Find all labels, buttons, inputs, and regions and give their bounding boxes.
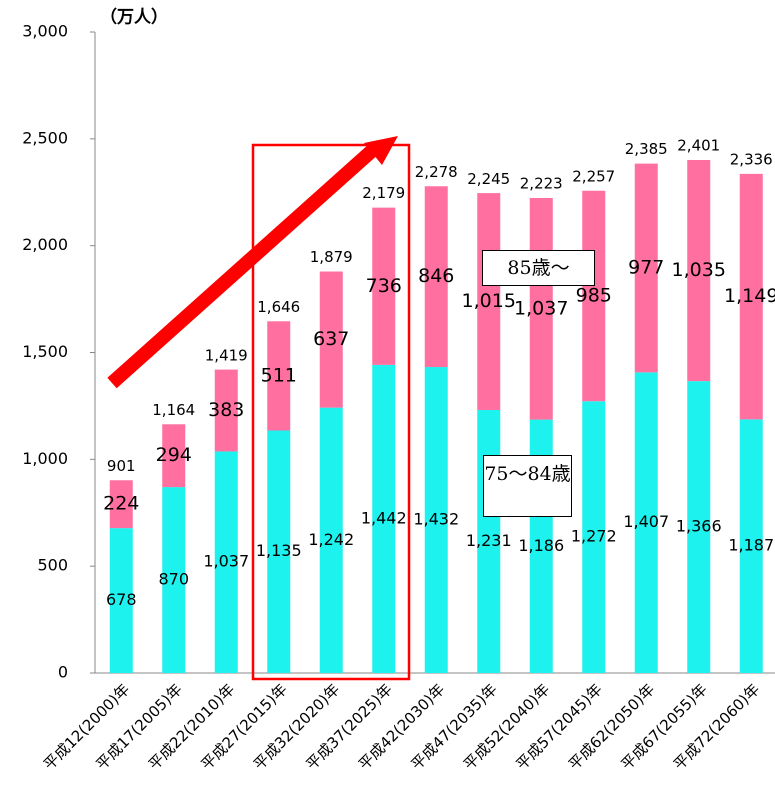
- total-label: 1,419: [205, 346, 248, 364]
- y-tick-label: 500: [37, 556, 68, 575]
- total-label: 2,401: [677, 136, 720, 154]
- y-tick-label: 1,000: [22, 449, 68, 468]
- bar-segment: [739, 419, 763, 673]
- value-label: 1,035: [672, 259, 726, 281]
- total-label: 2,245: [467, 170, 510, 188]
- value-label: 1,186: [518, 536, 564, 555]
- y-tick-label: 2,000: [22, 235, 68, 254]
- bar-segment: [267, 321, 291, 431]
- value-label: 1,366: [676, 517, 722, 536]
- total-label: 1,879: [310, 248, 353, 266]
- unit-label: （万人）: [100, 7, 168, 28]
- y-tick-label: 2,500: [22, 128, 68, 147]
- value-label: 637: [313, 328, 349, 350]
- value-label: 1,037: [203, 552, 249, 571]
- value-label: 1,135: [256, 541, 302, 560]
- total-label: 2,336: [730, 150, 773, 168]
- bar-segment: [634, 163, 658, 373]
- value-label: 224: [103, 493, 139, 515]
- bar-segment: [109, 480, 133, 529]
- value-label: 977: [628, 256, 664, 278]
- bar-segment: [162, 487, 186, 673]
- value-label: 1,231: [466, 531, 512, 550]
- bar-segment: [582, 401, 606, 673]
- value-label: 294: [156, 444, 192, 466]
- value-label: 870: [158, 570, 189, 589]
- total-label: 2,278: [415, 163, 458, 181]
- bar-segment: [687, 381, 711, 673]
- total-label: 2,257: [572, 167, 615, 185]
- bar-segment: [319, 407, 343, 673]
- bar-segment: [424, 186, 448, 368]
- y-tick-label: 0: [58, 663, 68, 682]
- value-label: 985: [576, 284, 612, 306]
- bar-segment: [739, 173, 763, 420]
- trend-arrow: [107, 142, 380, 389]
- value-label: 678: [106, 590, 137, 609]
- bar-segment: [109, 528, 133, 673]
- value-label: 1,187: [728, 536, 774, 555]
- y-tick-label: 3,000: [22, 22, 68, 41]
- bar-segment: [477, 193, 501, 410]
- bar-segment: [424, 367, 448, 673]
- total-label: 2,385: [625, 140, 668, 158]
- bar-segment: [687, 159, 711, 382]
- bar-segment: [582, 190, 606, 402]
- bar-segment: [267, 430, 291, 673]
- bar-segment: [319, 271, 343, 408]
- bar-segment: [372, 364, 396, 673]
- bar-segment: [162, 424, 186, 488]
- value-label: 383: [208, 399, 244, 421]
- arrow-head: [364, 136, 398, 165]
- total-label: 2,223: [520, 175, 563, 193]
- value-label: 1,037: [514, 297, 568, 319]
- legend-75: 75〜84歳: [483, 455, 572, 517]
- value-label: 1,015: [462, 290, 516, 312]
- total-label: 1,646: [257, 298, 300, 316]
- value-label: 511: [261, 364, 297, 386]
- total-label: 1,164: [152, 401, 195, 419]
- bar-segment: [214, 369, 238, 452]
- bar-segment: [372, 207, 396, 365]
- bar-segment: [214, 451, 238, 673]
- value-label: 1,442: [361, 508, 407, 527]
- y-tick-label: 1,500: [22, 342, 68, 361]
- highlight-box: [251, 143, 411, 681]
- total-label: 901: [107, 457, 136, 475]
- bar-segment: [634, 372, 658, 673]
- legend-85: 85歳〜: [482, 250, 595, 286]
- value-label: 1,149: [724, 285, 775, 307]
- value-label: 1,407: [623, 512, 669, 531]
- value-label: 1,242: [308, 530, 354, 549]
- value-label: 1,432: [413, 510, 459, 529]
- value-label: 846: [418, 265, 454, 287]
- total-label: 2,179: [362, 184, 405, 202]
- value-label: 736: [366, 275, 402, 297]
- value-label: 1,272: [571, 527, 617, 546]
- x-tick-label: 平成12(2000)年: [40, 680, 133, 773]
